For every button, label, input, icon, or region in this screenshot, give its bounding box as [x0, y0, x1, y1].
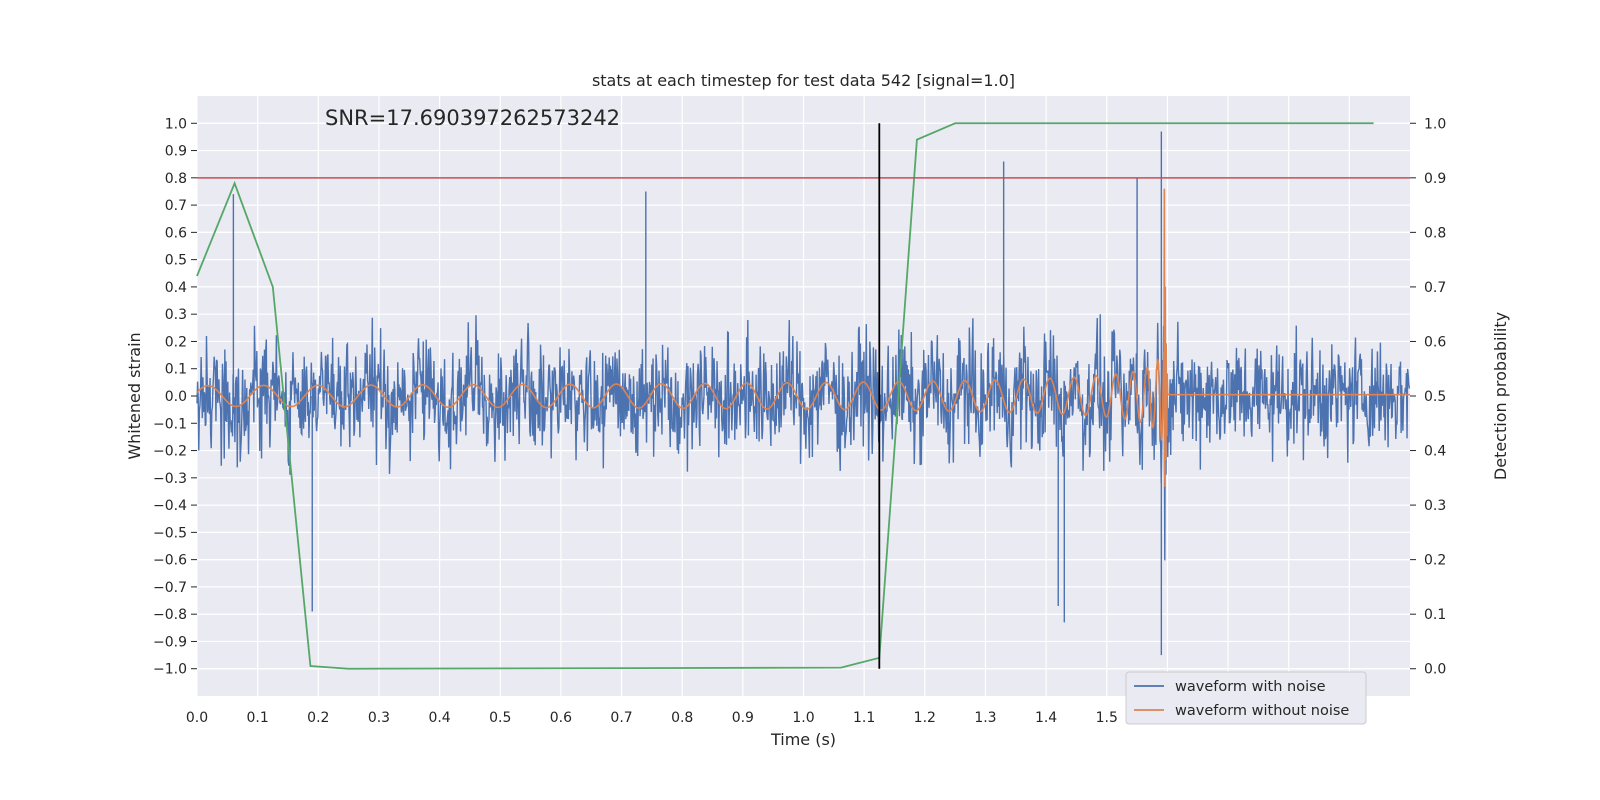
legend-box	[1125, 671, 1367, 725]
x-tick-label: 0.7	[610, 710, 632, 726]
series-waveform-with-noise	[196, 131, 1411, 656]
snr-annotation: SNR=17.690397262573242	[325, 106, 620, 130]
y-tick-label: 0.8	[165, 171, 187, 187]
y-tick-label: 0.6	[165, 225, 187, 241]
y-tick-label: −0.2	[153, 444, 187, 460]
y-tick-label: −0.3	[153, 471, 187, 487]
y2-tick-label: 0.4	[1424, 444, 1446, 460]
x-tick-label: 0.1	[247, 710, 269, 726]
y2-tick-label: 0.3	[1424, 498, 1446, 514]
y-tick-label: −0.1	[153, 416, 187, 432]
x-tick-label: 1.2	[914, 710, 936, 726]
x-tick-label: 1.5	[1096, 710, 1118, 726]
y2-tick-label: 0.0	[1424, 662, 1446, 678]
y2-axis-label: Detection probability	[1491, 312, 1510, 480]
y2-tick-label: 0.6	[1424, 334, 1446, 350]
y-tick-label: 1.0	[165, 116, 187, 132]
series-waveform-without-noise	[196, 188, 1410, 487]
x-tick-label: 0.9	[732, 710, 754, 726]
series-detection-probability	[196, 122, 1374, 670]
y-tick-label: 0.2	[165, 334, 187, 350]
x-tick-label: 1.0	[792, 710, 814, 726]
y-tick-label: 0.5	[165, 253, 187, 269]
y2-tick-label: 0.1	[1424, 607, 1446, 623]
legend: waveform with noise waveform without noi…	[1125, 671, 1367, 725]
y2-tick-label: 0.5	[1424, 389, 1446, 405]
legend-label-signal: waveform without noise	[1175, 703, 1349, 719]
x-tick-label: 0.3	[368, 710, 390, 726]
x-tick-label: 0.4	[428, 710, 450, 726]
chart-title: stats at each timestep for test data 542…	[592, 71, 1015, 90]
x-tick-label: 0.8	[671, 710, 693, 726]
y2-tick-label: 0.7	[1424, 280, 1446, 296]
y-tick-label: 0.3	[165, 307, 187, 323]
y2-tick-label: 0.8	[1424, 225, 1446, 241]
x-axis-label: Time (s)	[770, 730, 836, 749]
y-tick-label: 0.0	[165, 389, 187, 405]
x-tick-label: 1.3	[974, 710, 996, 726]
y-tick-label: −1.0	[153, 662, 187, 678]
y2-tick-label: 1.0	[1424, 116, 1446, 132]
grid	[196, 96, 1410, 696]
x-tick-label: 0.6	[550, 710, 572, 726]
y2-tick-label: 0.9	[1424, 171, 1446, 187]
y-tick-label: −0.4	[153, 498, 187, 514]
y-tick-label: −0.5	[153, 525, 187, 541]
y-axis-label: Whitened strain	[125, 332, 144, 459]
overlay-layer	[197, 123, 1410, 669]
y2-tick-label: 0.2	[1424, 553, 1446, 569]
legend-label-noise: waveform with noise	[1175, 679, 1326, 695]
x-tick-label: 0.5	[489, 710, 511, 726]
y-tick-label: −0.6	[153, 553, 187, 569]
y-tick-label: 0.7	[165, 198, 187, 214]
y-tick-label: 0.1	[165, 362, 187, 378]
x-tick-label: 0.2	[307, 710, 329, 726]
axes: 0.0 0.1 0.2 0.3 0.4 0.5 0.6 0.7 0.8 0.9 1.0 1.1 1.2 1…	[153, 116, 1446, 726]
x-tick-label: 1.1	[853, 710, 875, 726]
y-tick-label: 0.9	[165, 144, 187, 160]
x-tick-label: 1.4	[1035, 710, 1057, 726]
y-tick-label: −0.8	[153, 607, 187, 623]
x-tick-label: 0.0	[186, 710, 208, 726]
y-tick-label: −0.7	[153, 580, 187, 596]
series-layer	[196, 122, 1411, 670]
y-tick-label: −0.9	[153, 634, 187, 650]
y-tick-label: 0.4	[165, 280, 187, 296]
